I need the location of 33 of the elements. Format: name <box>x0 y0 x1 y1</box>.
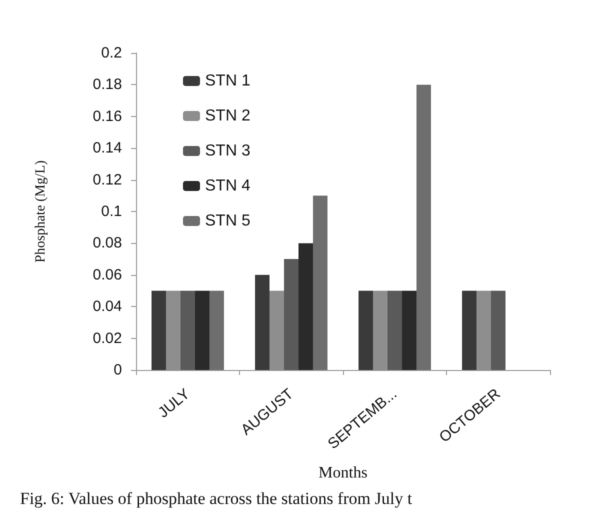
y-tick-label: 0.16 <box>92 108 122 125</box>
bar <box>284 259 298 370</box>
bar <box>388 290 402 370</box>
y-tick-label: 0.06 <box>92 266 122 284</box>
bar <box>312 196 328 370</box>
y-tick-label: 0.08 <box>92 234 122 252</box>
bar <box>255 274 270 370</box>
bar <box>298 243 313 370</box>
y-tick-label: 0.2 <box>101 44 122 62</box>
legend-label: STN 4 <box>205 178 250 194</box>
x-axis-title: Months <box>318 464 368 482</box>
legend-label: STN 3 <box>205 142 250 160</box>
y-tick-label: 0.02 <box>92 330 122 347</box>
bar <box>180 290 195 370</box>
bar <box>491 290 506 370</box>
y-tick-label: 0.12 <box>92 171 122 188</box>
y-tick-label: 0.04 <box>92 298 122 316</box>
legend-label: STN 5 <box>205 212 250 230</box>
legend-label: STN 1 <box>205 72 250 90</box>
bar <box>194 290 210 370</box>
bar <box>358 290 374 370</box>
y-tick-label: 0.14 <box>92 140 122 157</box>
caption: Fig. 6: Values of phosphate across the stations from July t <box>20 489 412 508</box>
bar <box>402 290 416 370</box>
bar <box>462 290 477 370</box>
y-tick-label: 0.18 <box>92 76 122 94</box>
bar <box>416 84 431 370</box>
y-tick-label: 0.1 <box>101 203 122 220</box>
legend-label: STN 2 <box>205 108 250 124</box>
y-tick-label: 0 <box>114 362 122 378</box>
bar <box>209 290 224 370</box>
y-axis-title: Phosphate (Mg/L) <box>34 160 48 263</box>
bar <box>152 290 166 370</box>
